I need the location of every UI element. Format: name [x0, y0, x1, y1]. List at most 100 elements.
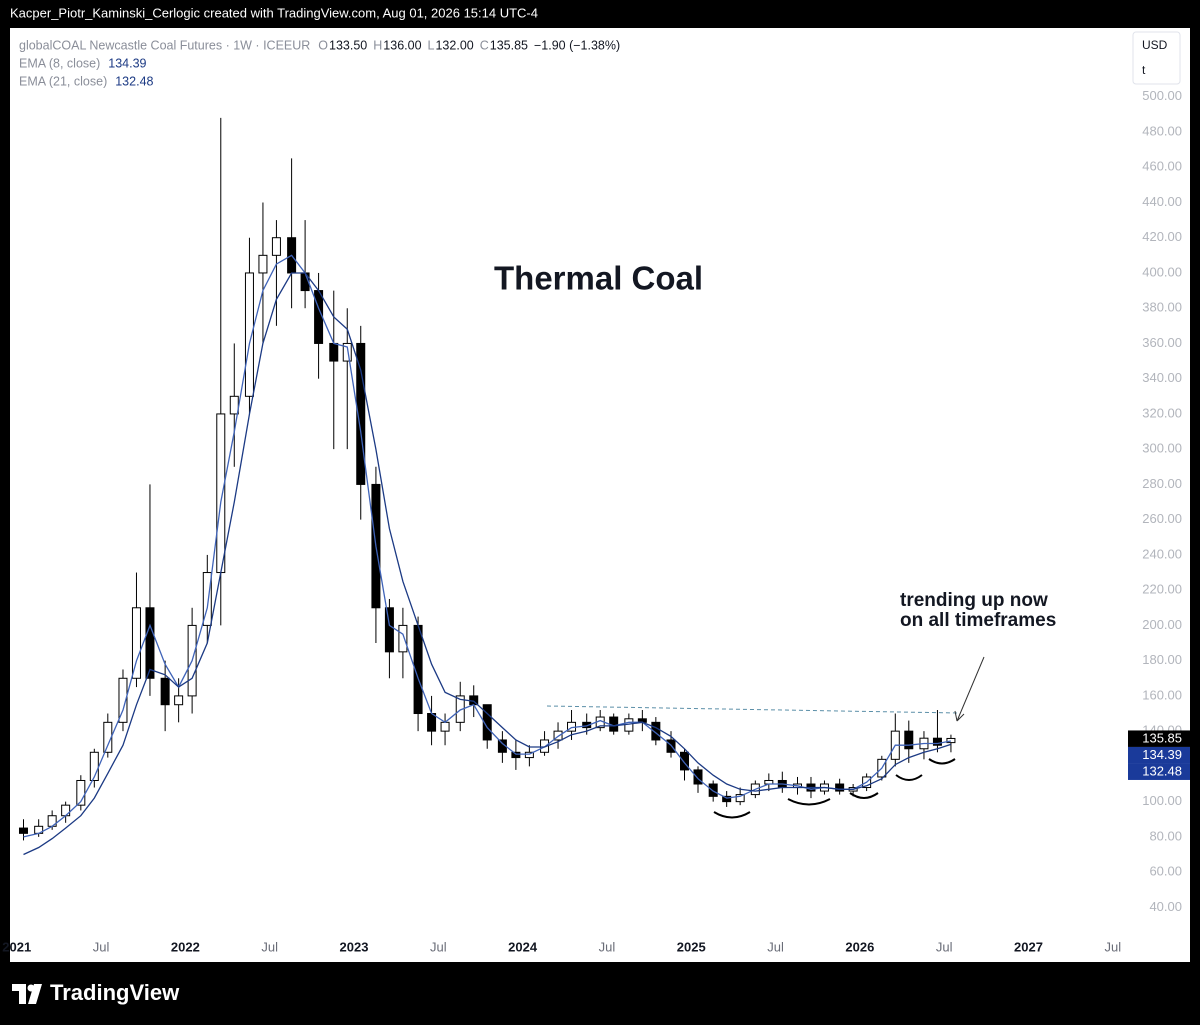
symbol-title: globalCOAL Newcastle Coal Futures · 1W ·…	[19, 38, 310, 52]
candle-body	[229, 395, 239, 415]
price-badge-label: 132.48	[1142, 763, 1182, 778]
candle-body	[244, 272, 254, 397]
chart-pane	[10, 28, 1190, 962]
candle-body	[455, 695, 465, 723]
candle-body	[76, 779, 86, 806]
candle-body	[329, 342, 339, 362]
smile	[895, 774, 923, 781]
candle-body	[735, 794, 745, 803]
plot-area	[18, 117, 956, 856]
y-tick-label: 320.00	[1142, 405, 1182, 420]
y-tick-label: 340.00	[1142, 370, 1182, 385]
candle-body	[145, 607, 155, 679]
brand-logo	[12, 984, 42, 1004]
price-badge-label: 134.39	[1142, 747, 1182, 762]
x-tick-label: Jul	[767, 939, 784, 954]
x-tick-label: 2023	[340, 939, 369, 954]
candle-body	[651, 721, 661, 741]
price-badge	[1128, 730, 1190, 747]
annotation: on all timeframes	[900, 610, 1056, 631]
y-tick-label: 440.00	[1142, 194, 1182, 209]
x-tick-label: Jul	[261, 939, 278, 954]
y-tick-label: 60.00	[1149, 864, 1182, 879]
candle-body	[540, 739, 550, 753]
arrow	[954, 656, 985, 722]
y-tick-label: 240.00	[1142, 546, 1182, 561]
x-tick-label: 2021	[2, 939, 31, 954]
candle-body	[160, 677, 170, 706]
smile	[713, 811, 751, 819]
ohlc-key: H	[373, 38, 382, 52]
ohlc-value: 135.85	[490, 38, 528, 52]
candle-body	[835, 783, 845, 792]
x-tick-label: Jul	[936, 939, 953, 954]
candle-body	[609, 716, 619, 732]
smile	[849, 792, 879, 799]
candle-body	[524, 751, 534, 759]
candle-body	[174, 695, 184, 706]
x-tick-label: 2022	[171, 939, 200, 954]
unit[interactable]: t	[1142, 63, 1146, 77]
heading: Thermal Coal	[494, 260, 703, 297]
candle-body	[722, 795, 732, 803]
candle-body	[61, 804, 71, 817]
y-tick-label: 380.00	[1142, 300, 1182, 315]
y-tick-label: 400.00	[1142, 264, 1182, 279]
ema-line	[23, 272, 952, 856]
candle-body	[904, 730, 914, 750]
x-tick-label: 2026	[845, 939, 874, 954]
candle-body	[202, 572, 212, 626]
candle-body	[216, 413, 226, 574]
x-tick-label: Jul	[1105, 939, 1122, 954]
candle-body	[356, 342, 366, 485]
logo-dot	[27, 984, 35, 992]
y-tick-label: 460.00	[1142, 159, 1182, 174]
legend-value: 134.39	[108, 56, 146, 70]
candle-body	[342, 342, 352, 362]
price-badge-label: 135.85	[1142, 730, 1182, 745]
legend-name: EMA (8, close)	[19, 56, 100, 70]
annotation: trending up now	[900, 590, 1048, 611]
candle-body	[398, 624, 408, 653]
y-tick-label: 160.00	[1142, 687, 1182, 702]
legend-value: 132.48	[115, 74, 153, 88]
smile	[928, 758, 956, 765]
y-tick-label: 80.00	[1149, 828, 1182, 843]
candle-body	[384, 607, 394, 653]
ohlc-value: 136.00	[383, 38, 421, 52]
credit: Kacper_Piotr_Kaminski_Cerlogic created w…	[10, 5, 538, 20]
candle-body	[708, 783, 718, 797]
unit-box[interactable]	[1132, 31, 1181, 85]
y-tick-label: 260.00	[1142, 511, 1182, 526]
ohlc-key: O	[318, 38, 328, 52]
legend-name: EMA (21, close)	[19, 74, 107, 88]
y-tick-label: 280.00	[1142, 476, 1182, 491]
price-badge	[1128, 763, 1190, 780]
ohlc-value: 132.00	[435, 38, 473, 52]
candle-body	[946, 737, 956, 744]
candle-body	[131, 607, 141, 679]
change: −1.90 (−1.38%)	[534, 38, 620, 52]
candle-body	[440, 721, 450, 732]
x-tick-label: 2027	[1014, 939, 1043, 954]
x-tick-label: Jul	[430, 939, 447, 954]
smile	[787, 798, 831, 806]
currency[interactable]: USD	[1142, 38, 1168, 52]
y-tick-label: 180.00	[1142, 652, 1182, 667]
y-tick-label: 100.00	[1142, 793, 1182, 808]
candle-body	[511, 751, 521, 759]
y-tick-label: 420.00	[1142, 229, 1182, 244]
ohlc-key: C	[480, 38, 489, 52]
y-tick-label: 300.00	[1142, 441, 1182, 456]
candle-body	[482, 704, 492, 741]
candle-body	[680, 751, 690, 771]
y-tick-label: 220.00	[1142, 582, 1182, 597]
y-tick-label: 500.00	[1142, 88, 1182, 103]
x-tick-label: 2024	[508, 939, 538, 954]
smile-marks	[713, 758, 956, 819]
price-badge	[1128, 746, 1190, 764]
resistance-line	[546, 705, 959, 714]
candle-body	[553, 730, 563, 741]
x-tick-label: 2025	[677, 939, 706, 954]
